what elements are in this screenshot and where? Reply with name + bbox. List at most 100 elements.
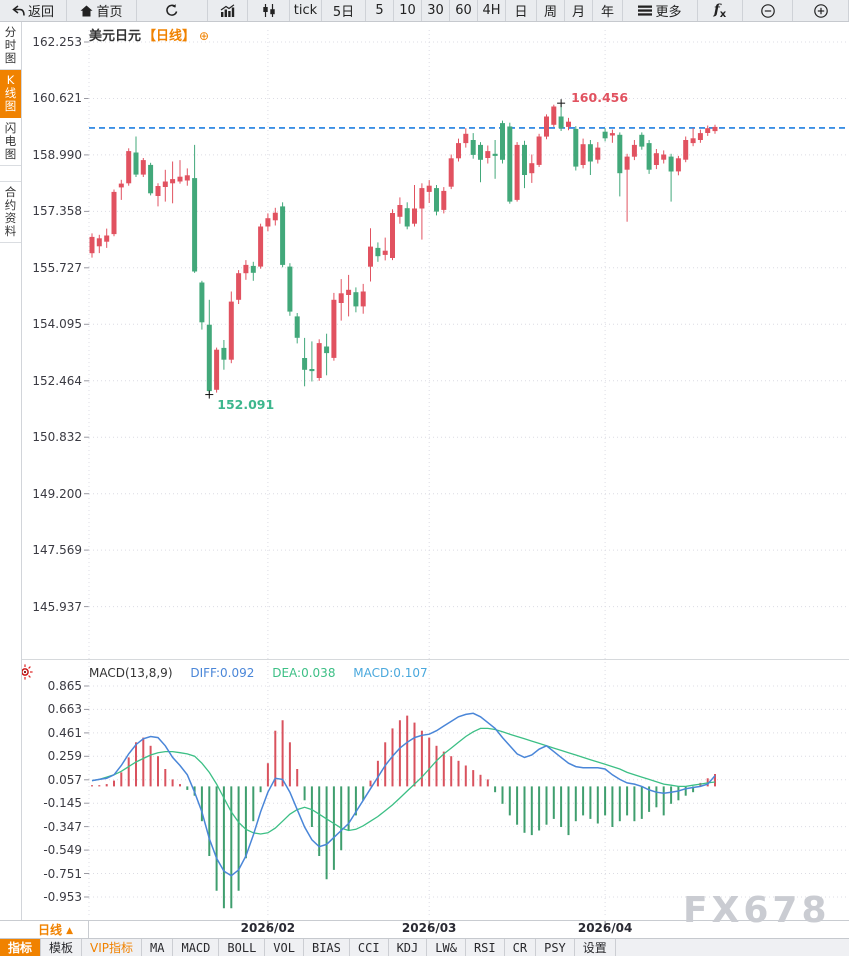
menu-icon: [638, 5, 653, 16]
period-5d-button-label: 5日: [332, 5, 355, 20]
tab-ma[interactable]: MA: [142, 939, 174, 956]
period-10-button[interactable]: 10: [394, 0, 422, 21]
macd-axis-label: -0.549: [43, 843, 82, 858]
tab-boll[interactable]: BOLL: [219, 939, 266, 956]
high-price-annotation: 160.456: [571, 90, 629, 106]
tab-template[interactable]: 模板: [41, 939, 83, 956]
zoom-out-icon: [760, 3, 776, 19]
tab-flash-chart[interactable]: 闪电图: [0, 118, 21, 166]
period-4h-button-label: 4H: [482, 3, 501, 18]
macd-axis-label: 0.057: [47, 772, 82, 787]
date-axis-label: 2026/02: [240, 921, 296, 935]
price-axis-label: 158.990: [32, 147, 82, 162]
formula-button[interactable]: fx: [698, 0, 743, 21]
period-30-button-label: 30: [427, 3, 444, 18]
diff-value-label: DIFF:0.092: [190, 666, 255, 680]
tick-button[interactable]: tick: [290, 0, 322, 21]
candle-chart-icon: [262, 4, 276, 17]
line-chart-icon: [220, 4, 235, 17]
period-selector[interactable]: 日线 ▲: [24, 921, 87, 938]
period-month-button-label: 月: [571, 5, 585, 20]
tab-kdj[interactable]: KDJ: [389, 939, 428, 956]
tab-contract-info[interactable]: 合约资料: [0, 181, 21, 243]
macd-params-label: MACD(13,8,9): [89, 666, 173, 680]
period-60-button-label: 60: [455, 3, 472, 18]
tab-cr[interactable]: CR: [505, 939, 537, 956]
date-axis-label: 2026/03: [401, 921, 457, 935]
price-axis-label: 150.832: [32, 430, 82, 445]
period-5-button-label: 5: [375, 3, 384, 18]
price-axis-label: 160.621: [32, 91, 82, 106]
back-icon: [12, 4, 25, 17]
tab-bias[interactable]: BIAS: [304, 939, 350, 956]
period-week-button-label: 周: [543, 5, 557, 20]
price-axis-label: 162.253: [32, 35, 82, 49]
period-5-button[interactable]: 5: [366, 0, 394, 21]
period-4h-button[interactable]: 4H: [478, 0, 506, 21]
price-axis-label: 154.095: [32, 317, 82, 332]
tab-cci[interactable]: CCI: [350, 939, 389, 956]
home-button-label: 首页: [96, 5, 123, 20]
tab-time-share-chart[interactable]: 分时图: [0, 22, 21, 70]
add-indicator-icon[interactable]: ⊕: [199, 29, 210, 43]
period-month-button[interactable]: 月: [565, 0, 593, 21]
period-week-button[interactable]: 周: [537, 0, 565, 21]
back-button-label: 返回: [27, 5, 54, 20]
candle-chart-button[interactable]: [248, 0, 290, 21]
refresh-button[interactable]: [137, 0, 208, 21]
price-axis-label: 157.358: [32, 204, 82, 219]
period-day-button[interactable]: 日: [506, 0, 537, 21]
line-chart-button[interactable]: [208, 0, 248, 21]
price-axis-label: 145.937: [32, 599, 82, 614]
period-60-button[interactable]: 60: [450, 0, 478, 21]
low-marker: [205, 390, 214, 399]
period-5d-button[interactable]: 5日: [322, 0, 366, 21]
tab-vip-indicator[interactable]: VIP指标: [82, 939, 143, 956]
macd-axis-label: 0.461: [47, 725, 82, 740]
dea-value-label: DEA:0.038: [272, 666, 336, 680]
fx-icon: fx: [713, 1, 727, 20]
period-label: 日线: [37, 923, 62, 937]
macd-axis-label: 0.259: [47, 749, 82, 764]
toolbar: 返回 首页 tick 5日 5 10 30 60 4H 日周月年 更多 fx: [0, 0, 849, 22]
more-button[interactable]: 更多: [623, 0, 698, 21]
indicator-tab-bar: 指标 模板 VIP指标 MA MACD BOLL VOL BIAS CCI KDJ LW& RSI CR…: [0, 938, 849, 956]
watermark: FX678: [683, 890, 831, 931]
tab-lw[interactable]: LW&: [427, 939, 466, 956]
price-axis-label: 149.200: [32, 486, 82, 501]
macd-axis-label: -0.347: [43, 819, 82, 834]
period-year-button[interactable]: 年: [593, 0, 623, 21]
back-button[interactable]: 返回: [0, 0, 67, 21]
macd-axis-label: 0.663: [47, 702, 82, 717]
period-30-button[interactable]: 30: [422, 0, 450, 21]
price-axis-label: 152.464: [32, 373, 82, 388]
tab-psy[interactable]: PSY: [536, 939, 575, 956]
macd-axis-label: -0.751: [43, 866, 82, 881]
macd-header: MACD(13,8,9) DIFF:0.092 DEA:0.038 MACD:0…: [89, 666, 442, 680]
home-icon: [80, 5, 93, 17]
tab-vol[interactable]: VOL: [265, 939, 304, 956]
price-axis-label: 155.727: [32, 260, 82, 275]
tick-button-label: tick: [293, 3, 318, 18]
tab-indicator[interactable]: 指标: [0, 939, 42, 956]
dea-line: [91, 727, 716, 835]
period-year-button-label: 年: [600, 5, 614, 20]
zoom-out-button[interactable]: [743, 0, 793, 21]
zoom-in-button[interactable]: [793, 0, 849, 21]
tab-settings[interactable]: 设置: [575, 939, 616, 956]
refresh-icon: [165, 4, 179, 17]
candlestick-series: [89, 104, 718, 394]
more-button-label: 更多: [655, 5, 682, 20]
high-marker: [557, 99, 566, 108]
tab-rsi[interactable]: RSI: [466, 939, 505, 956]
low-price-annotation: 152.091: [217, 396, 275, 412]
period-10-button-label: 10: [399, 3, 416, 18]
home-button[interactable]: 首页: [67, 0, 137, 21]
tab-macd[interactable]: MACD: [173, 939, 220, 956]
zoom-in-icon: [813, 3, 829, 19]
period-tag: 【日线】: [143, 29, 196, 44]
